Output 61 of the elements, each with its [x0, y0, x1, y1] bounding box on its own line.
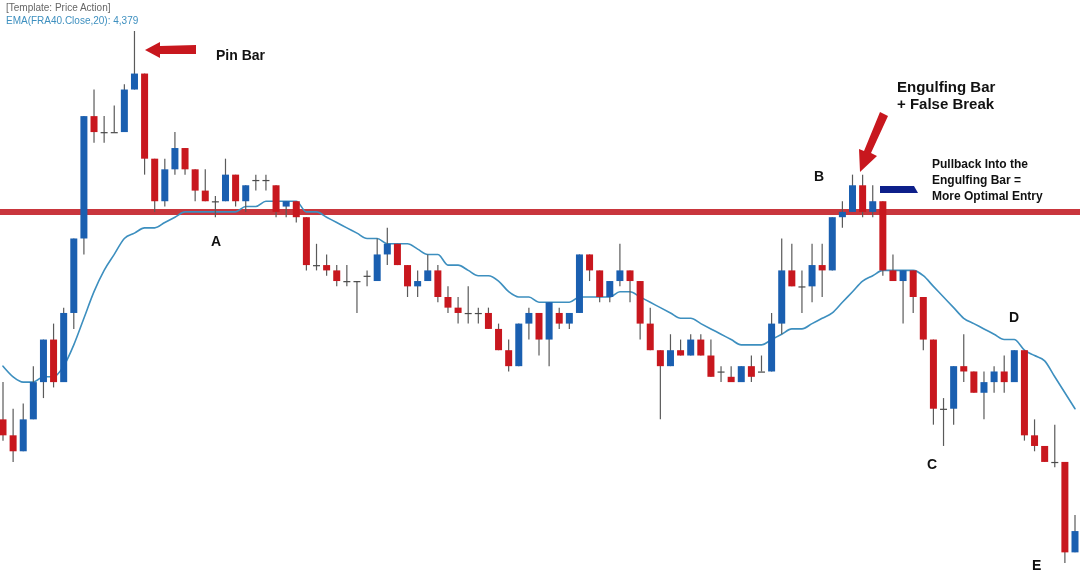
candlestick: [616, 243, 624, 287]
candlestick: [899, 269, 907, 325]
candlestick: [990, 365, 998, 394]
candlestick: [960, 333, 968, 383]
annotation: + False Break: [897, 95, 995, 112]
candlestick: [1031, 418, 1039, 452]
candlestick: [970, 370, 978, 394]
annotation: More Optimal Entry: [932, 189, 1044, 203]
candlestick: [838, 200, 846, 229]
candlestick: [525, 307, 533, 341]
candlestick: [0, 381, 7, 442]
candlestick: [454, 296, 462, 325]
candlestick: [323, 253, 331, 277]
candlestick: [697, 333, 705, 357]
annotation: Engulfing Bar: [897, 78, 996, 95]
candlestick: [717, 365, 725, 383]
candlestick: [333, 264, 341, 287]
candlestick: [980, 370, 988, 420]
candlestick: [1071, 514, 1079, 553]
candlestick: [586, 253, 594, 282]
candlestick: [747, 354, 755, 383]
candlestick: [201, 168, 209, 202]
candlestick: [666, 333, 674, 367]
candlestick: [424, 253, 432, 282]
candlestick: [181, 147, 189, 176]
candlestick: [1000, 354, 1008, 394]
candlestick: [798, 269, 806, 314]
candlestick: [495, 323, 503, 351]
annotation: Engulfing Bar =: [932, 173, 1022, 187]
chart-title: [Template: Price Action]: [6, 2, 111, 13]
annotation: A: [211, 233, 222, 249]
candlestick: [808, 243, 816, 303]
annotation: B: [814, 168, 825, 184]
candlestick: [626, 269, 634, 303]
text: EMA(FRA40.Close,20): 4,379: [6, 15, 139, 26]
annotation: C: [927, 456, 938, 472]
annotation: Pin Bar: [216, 47, 266, 63]
candlestick: [130, 30, 138, 91]
candlestick: [171, 131, 179, 176]
candlestick: [90, 88, 98, 144]
annotation: E: [1032, 557, 1042, 573]
candlestick: [889, 253, 897, 282]
candlestick: [484, 307, 492, 330]
candlestick: [656, 349, 664, 420]
candlestick: [404, 264, 412, 298]
candlestick: [414, 269, 422, 298]
candlestick: [505, 338, 513, 373]
candlestick: [191, 168, 199, 202]
candlestick: [687, 333, 695, 357]
candlestick: [606, 280, 614, 303]
candlestick: [555, 307, 563, 330]
candlestick: [9, 408, 17, 463]
candlestick: [242, 184, 250, 213]
candlestick: [707, 338, 715, 378]
candlestick: [869, 184, 877, 218]
annotation: Pullback Into the: [932, 157, 1029, 171]
annotation: D: [1009, 309, 1020, 325]
candlestick: [818, 243, 826, 298]
candlestick: [383, 227, 391, 266]
candlestick: [788, 243, 796, 287]
candlestick: [444, 285, 452, 314]
